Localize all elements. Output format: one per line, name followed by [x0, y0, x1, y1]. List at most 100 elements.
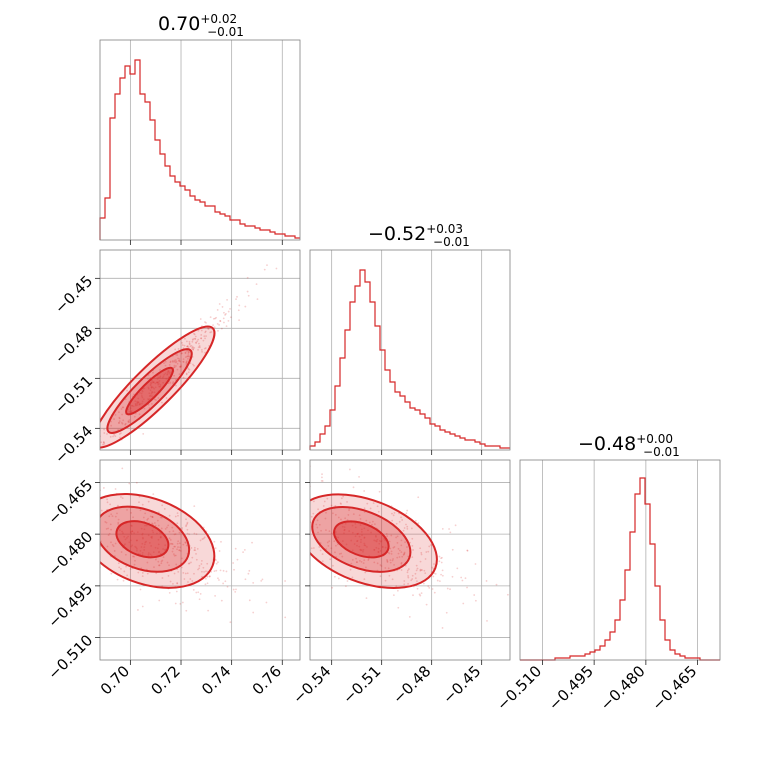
sample-point: [331, 512, 334, 515]
sample-point: [180, 557, 183, 560]
sample-point: [407, 576, 410, 579]
sample-point: [350, 562, 353, 565]
sample-point: [148, 392, 151, 395]
sample-point: [196, 548, 199, 550]
sample-point: [179, 365, 182, 368]
sample-point: [157, 560, 160, 563]
sample-point: [420, 569, 423, 572]
sample-point: [193, 532, 196, 535]
sample-point: [140, 392, 143, 395]
sample-point: [414, 572, 417, 575]
sample-point: [168, 371, 171, 374]
sample-point: [126, 389, 128, 392]
sample-point: [178, 359, 180, 362]
sample-point: [360, 538, 362, 541]
sample-point: [221, 306, 224, 308]
sample-point: [428, 586, 431, 589]
sample-point: [348, 530, 351, 532]
sample-point: [200, 329, 203, 332]
sample-point: [406, 509, 409, 512]
sample-point: [147, 387, 150, 390]
sample-point: [411, 578, 414, 580]
sample-point: [310, 515, 313, 518]
sample-point: [178, 542, 181, 545]
sample-point: [345, 543, 348, 546]
sample-point: [157, 511, 160, 514]
sample-point: [154, 382, 157, 385]
sample-point: [70, 468, 72, 470]
sample-point: [196, 340, 199, 343]
sample-point: [386, 559, 388, 561]
sample-point: [486, 619, 488, 622]
sample-point: [316, 519, 319, 522]
sample-point: [175, 365, 177, 367]
sample-point: [192, 348, 194, 351]
sample-point: [153, 398, 156, 401]
sample-point: [238, 304, 241, 307]
sample-point: [350, 539, 353, 542]
sample-point: [365, 597, 368, 600]
sample-point: [126, 508, 128, 511]
sample-point: [378, 539, 381, 542]
sample-point: [363, 559, 366, 562]
sample-point: [270, 492, 272, 494]
sample-point: [328, 530, 331, 533]
sample-point: [156, 547, 159, 550]
sample-point: [184, 572, 187, 575]
sample-point: [348, 468, 351, 471]
sample-point: [100, 441, 103, 444]
sample-point: [186, 345, 189, 348]
x-tick-label: 0.76: [249, 662, 285, 698]
sample-point: [449, 531, 452, 534]
sample-point: [400, 569, 403, 571]
sample-point: [133, 555, 135, 558]
sample-point: [360, 560, 363, 563]
sample-point: [107, 534, 110, 536]
sample-point: [118, 566, 121, 569]
sample-point: [174, 533, 177, 536]
sample-point: [448, 528, 450, 530]
sample-point: [171, 360, 174, 362]
sample-point: [191, 345, 194, 348]
sample-point: [80, 514, 82, 516]
sample-point: [123, 570, 126, 573]
sample-point: [118, 411, 120, 414]
sample-point: [136, 401, 139, 404]
sample-point: [342, 495, 345, 498]
sample-point: [371, 523, 373, 526]
sample-point: [150, 537, 153, 539]
sample-point: [392, 558, 394, 560]
sample-point: [187, 357, 189, 360]
sample-point: [237, 309, 240, 312]
sample-point: [213, 326, 216, 329]
sample-point: [406, 527, 409, 530]
sample-point: [185, 361, 188, 364]
sample-point: [364, 544, 367, 547]
sample-point: [173, 366, 175, 369]
sample-point: [356, 544, 358, 547]
sample-point: [185, 372, 188, 375]
sample-point: [371, 520, 374, 523]
sample-point: [183, 344, 186, 347]
sample-point: [377, 551, 380, 554]
sample-point: [367, 529, 369, 532]
sample-point: [351, 531, 354, 534]
sample-point: [415, 569, 418, 572]
sample-point: [119, 436, 121, 439]
sample-point: [363, 578, 366, 580]
sample-point: [419, 568, 422, 571]
sample-point: [316, 526, 319, 529]
sample-point: [220, 540, 222, 543]
sample-point: [377, 551, 380, 553]
sample-point: [166, 373, 169, 376]
sample-point: [157, 538, 160, 541]
sample-point: [102, 441, 105, 444]
sample-point: [172, 361, 174, 363]
sample-point: [185, 373, 188, 376]
sample-point: [280, 535, 282, 537]
sample-point: [138, 403, 141, 406]
sample-point: [117, 562, 120, 565]
sample-point: [232, 588, 235, 591]
sample-point: [214, 594, 217, 597]
sample-point: [191, 580, 194, 582]
